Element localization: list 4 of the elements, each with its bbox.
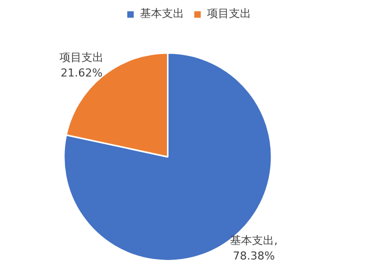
legend-label: 项目支出 — [207, 6, 251, 21]
legend-label: 基本支出 — [140, 6, 184, 21]
data-label: 项目支出 21.62% — [60, 51, 104, 80]
data-label: 基本支出, 78.38% — [230, 234, 278, 263]
